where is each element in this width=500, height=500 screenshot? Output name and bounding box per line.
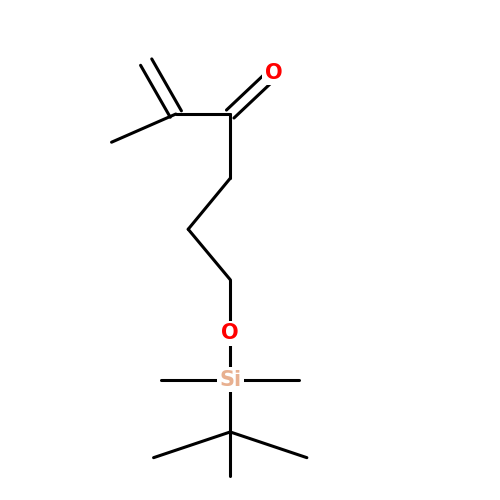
Text: O: O [222,323,239,343]
Text: Si: Si [219,370,242,390]
Text: O: O [265,63,282,83]
